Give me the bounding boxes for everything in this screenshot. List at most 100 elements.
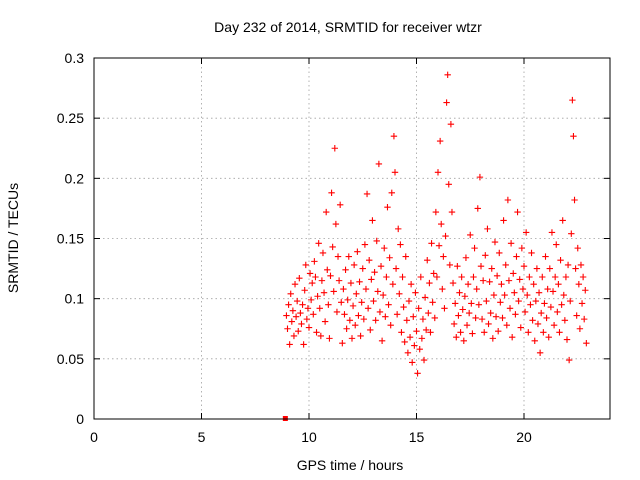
data-point: [373, 237, 380, 245]
data-point: [446, 261, 454, 269]
data-point: [372, 317, 379, 324]
data-point: [309, 279, 316, 287]
data-point: [384, 204, 391, 211]
data-point: [416, 346, 423, 353]
data-point: [546, 265, 553, 272]
data-point: [298, 320, 305, 328]
data-point: [473, 285, 480, 293]
data-point: [374, 288, 381, 295]
data-point: [527, 301, 534, 308]
data-point: [286, 341, 293, 348]
data-point: [318, 277, 326, 284]
data-point: [504, 196, 512, 204]
data-point: [457, 329, 464, 336]
data-point: [328, 189, 335, 196]
data-point: [479, 277, 487, 284]
data-point: [535, 289, 543, 296]
data-point: [573, 312, 580, 319]
data-point: [404, 349, 412, 357]
data-point: [461, 293, 469, 300]
data-point: [347, 279, 355, 287]
data-point: [435, 242, 443, 249]
data-point: [502, 261, 509, 269]
data-point: [456, 289, 463, 296]
data-point: [356, 278, 363, 286]
chart-title: Day 232 of 2014, SRMTID for receiver wtz…: [214, 19, 482, 35]
data-point: [387, 321, 394, 329]
data-point: [326, 335, 333, 342]
data-point: [471, 244, 478, 252]
data-point: [288, 318, 295, 325]
data-point: [450, 320, 458, 328]
data-point: [325, 301, 332, 308]
data-point: [327, 272, 334, 280]
x-tick-label: 0: [90, 429, 98, 445]
data-point: [368, 276, 375, 283]
data-point: [433, 273, 441, 281]
data-point: [412, 289, 419, 296]
data-point: [359, 265, 366, 272]
data-point: [482, 252, 489, 259]
data-point: [418, 335, 426, 342]
data-point: [503, 321, 510, 329]
data-point: [311, 258, 318, 265]
data-point: [377, 262, 385, 270]
data-point: [542, 253, 549, 260]
data-point: [310, 311, 317, 318]
data-point: [441, 305, 448, 312]
data-point: [290, 332, 298, 340]
data-point: [551, 273, 559, 281]
data-point: [398, 329, 405, 336]
data-point: [462, 254, 470, 261]
data-point: [339, 339, 346, 347]
data-point: [476, 173, 484, 181]
data-point: [582, 287, 589, 294]
data-point: [369, 217, 376, 224]
data-point: [388, 189, 395, 196]
data-point: [513, 253, 520, 260]
data-point: [361, 241, 369, 248]
data-point: [344, 296, 351, 304]
data-point: [539, 273, 546, 281]
data-point: [547, 303, 555, 311]
data-point: [426, 279, 433, 287]
x-tick-label: 20: [516, 429, 532, 445]
data-point: [579, 273, 587, 281]
data-point: [370, 297, 377, 305]
data-point: [320, 289, 328, 296]
data-point: [483, 297, 490, 305]
data-point: [493, 272, 501, 280]
data-point: [439, 285, 446, 293]
data-point: [520, 262, 528, 270]
data-point: [581, 315, 588, 323]
data-point: [411, 342, 418, 349]
data-point: [297, 309, 304, 317]
data-point: [487, 309, 494, 317]
data-point: [383, 273, 390, 281]
data-point: [560, 291, 567, 299]
data-point: [561, 317, 569, 324]
x-tick-label: 15: [409, 429, 425, 445]
data-point: [522, 229, 530, 236]
data-point: [342, 266, 349, 273]
data-point: [334, 253, 342, 260]
data-point: [538, 309, 545, 317]
data-point: [491, 238, 499, 246]
data-point: [449, 279, 457, 287]
y-tick-label: 0.05: [57, 351, 84, 367]
data-point: [291, 281, 299, 288]
data-point: [393, 311, 401, 318]
y-tick-label: 0.2: [65, 170, 85, 186]
data-point: [402, 253, 409, 260]
data-point: [569, 96, 576, 104]
data-point: [329, 243, 336, 251]
data-point: [283, 312, 290, 319]
y-tick-label: 0: [76, 411, 84, 427]
data-point: [463, 321, 471, 329]
data-point: [409, 359, 416, 366]
data-point: [367, 326, 374, 334]
data-point: [475, 301, 483, 308]
data-point: [572, 265, 579, 272]
data-point: [321, 318, 329, 325]
